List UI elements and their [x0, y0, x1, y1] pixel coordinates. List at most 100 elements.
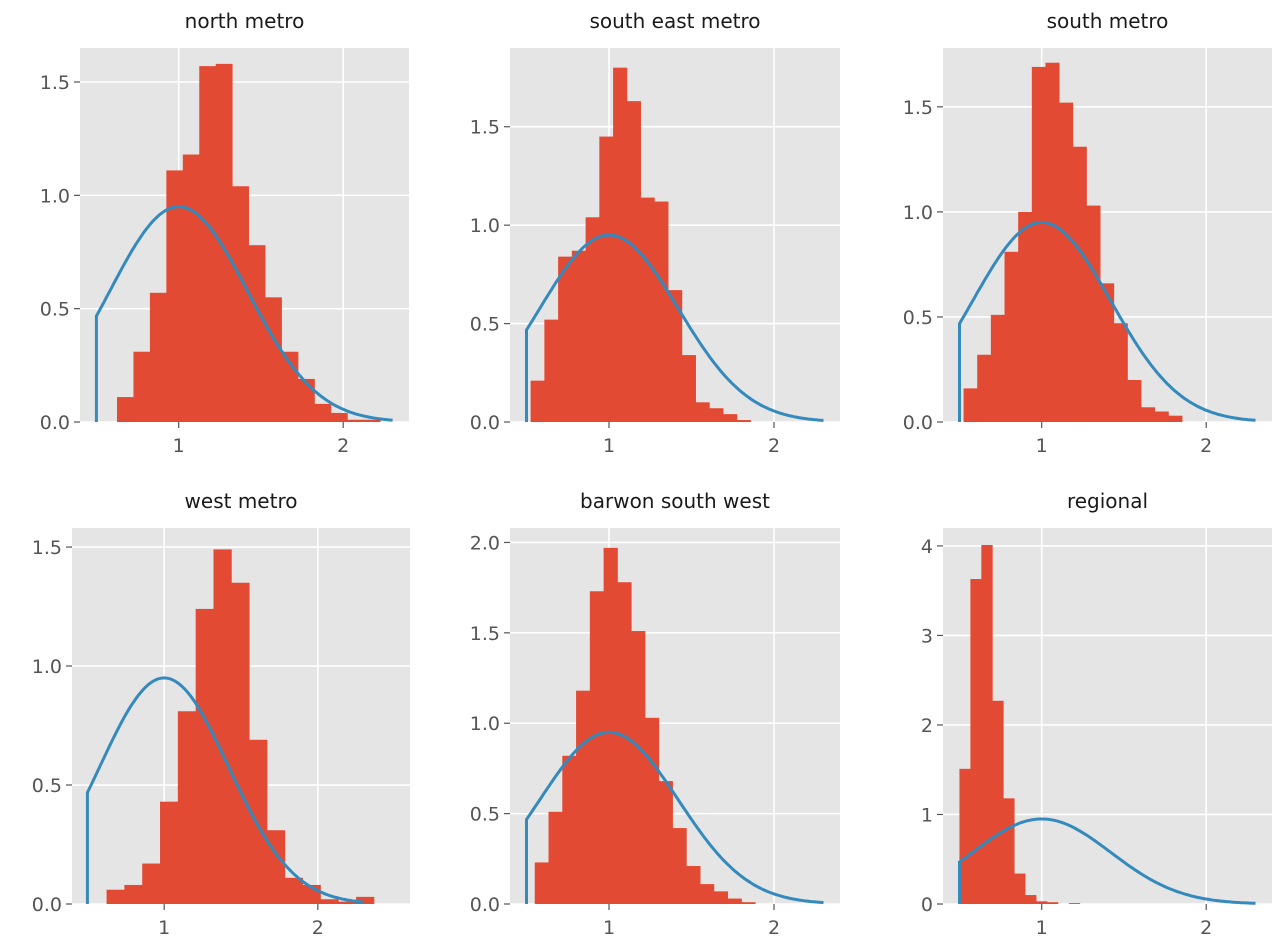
- y-tick-label: 1: [921, 804, 933, 826]
- histogram-bar: [990, 314, 1005, 422]
- y-tick-label: 0.5: [470, 314, 500, 336]
- x-tick-label: 1: [158, 917, 170, 939]
- y-tick-label: 4: [921, 536, 933, 558]
- x-tick-label: 1: [1036, 435, 1048, 457]
- histogram-bar: [1014, 873, 1026, 904]
- subplot-title: barwon south west: [580, 489, 770, 513]
- y-tick-label: 0.5: [470, 804, 500, 826]
- y-tick-label: 1.0: [40, 185, 70, 207]
- y-tick-label: 0.5: [40, 299, 70, 321]
- histogram-bar: [970, 579, 982, 904]
- histogram-bar: [626, 101, 641, 422]
- subplot-title: north metro: [185, 9, 305, 33]
- histogram-bar: [149, 292, 167, 422]
- x-tick-label: 1: [173, 435, 185, 457]
- histogram-bar: [1100, 283, 1115, 422]
- subplot-south-metro: 0.0 0.5 1.0 1.5 1 2 south metro: [903, 9, 1272, 457]
- histogram-bar: [166, 170, 184, 422]
- histogram-bar: [599, 136, 614, 422]
- x-tick-label: 1: [603, 917, 615, 939]
- histogram-bar: [977, 354, 992, 422]
- histogram-bar: [658, 781, 673, 904]
- subplot-regional: 0 1 2 3 4 1 2 regional: [921, 489, 1272, 939]
- y-tick-label: 1.0: [32, 656, 62, 678]
- y-tick-label: 2.0: [470, 532, 500, 554]
- histogram-bar: [736, 420, 751, 422]
- histogram-bar: [248, 245, 266, 422]
- y-tick-label: 0.0: [40, 412, 70, 434]
- histogram-bar: [672, 828, 687, 904]
- histogram-bar: [265, 297, 282, 422]
- histogram-bar: [160, 801, 179, 904]
- y-tick-label: 1.0: [470, 215, 500, 237]
- histogram-bar: [1168, 415, 1183, 422]
- x-tick-label: 2: [337, 435, 349, 457]
- histogram-bar: [231, 582, 250, 904]
- histogram-bar: [249, 739, 268, 904]
- histogram-bar: [133, 351, 151, 422]
- y-tick-label: 1.5: [32, 537, 62, 559]
- histogram-bar: [1127, 379, 1142, 422]
- histogram-bar: [142, 863, 161, 904]
- histogram-bar: [338, 901, 357, 904]
- y-tick-label: 1.0: [903, 202, 933, 224]
- histogram-bar: [571, 250, 587, 422]
- histogram-bar: [1113, 323, 1128, 422]
- histogram-bar: [576, 690, 591, 904]
- histogram-bar: [1031, 66, 1046, 423]
- histogram-bar: [1003, 798, 1015, 904]
- histogram-bar: [709, 408, 724, 422]
- histogram-bar: [1004, 251, 1019, 422]
- x-tick-label: 2: [768, 435, 780, 457]
- histogram-bar: [686, 866, 701, 904]
- histogram-bar: [195, 608, 214, 904]
- y-tick-label: 1.0: [470, 713, 500, 735]
- histogram-bar: [356, 896, 375, 904]
- subplot-barwon-south-west: 0.0 0.5 1.0 1.5 2.0 1 2 barwon south west: [470, 489, 840, 939]
- y-tick-label: 0.5: [32, 775, 62, 797]
- histogram-bar: [314, 403, 332, 422]
- histogram-bar: [534, 862, 549, 904]
- fitted-curve: [94, 205, 393, 422]
- histogram-bar: [232, 186, 250, 422]
- histogram-bar: [106, 889, 125, 904]
- histogram-bar: [654, 201, 669, 422]
- histogram-bar: [631, 631, 646, 904]
- histogram-bar: [1046, 902, 1059, 904]
- histogram-bar: [617, 582, 632, 904]
- histogram-bar: [1154, 411, 1169, 422]
- fitted-curve: [525, 730, 824, 905]
- histogram-bar: [1045, 62, 1060, 423]
- fitted-curve: [958, 220, 1256, 422]
- x-tick-label: 2: [312, 917, 324, 939]
- y-tick-label: 0.0: [32, 894, 62, 916]
- y-tick-label: 0.0: [470, 412, 500, 434]
- histogram-bar: [1059, 102, 1074, 422]
- histogram-bar: [723, 414, 738, 422]
- subplot-title: regional: [1067, 489, 1148, 513]
- x-tick-label: 2: [1200, 917, 1212, 939]
- y-tick-label: 0.5: [903, 307, 933, 329]
- x-tick-label: 2: [768, 917, 780, 939]
- histogram-bar: [363, 419, 381, 422]
- histogram-bar: [585, 217, 600, 422]
- histogram-bar: [182, 154, 200, 423]
- histogram-bar: [330, 412, 348, 422]
- y-tick-label: 2: [921, 715, 933, 737]
- histogram-bar: [992, 700, 1004, 904]
- histogram-bar: [215, 63, 233, 422]
- histogram-bar: [284, 877, 304, 904]
- subplot-south-east-metro: 0.0 0.5 1.0 1.5 1 2 south east metro: [470, 9, 840, 457]
- y-tick-label: 1.5: [470, 623, 500, 645]
- histogram-bar: [544, 319, 559, 422]
- histogram-bar: [199, 66, 217, 422]
- histogram-bar: [1025, 895, 1037, 904]
- y-tick-label: 0: [921, 894, 933, 916]
- histogram-bar: [266, 830, 286, 904]
- histogram-bar: [548, 811, 563, 904]
- histogram-bar: [124, 884, 143, 904]
- histogram-bar: [668, 290, 683, 422]
- y-tick-label: 0.0: [470, 894, 500, 916]
- histogram-bar: [1072, 146, 1087, 422]
